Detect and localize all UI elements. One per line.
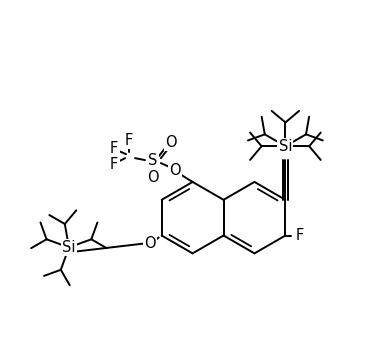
Text: O: O <box>147 170 159 186</box>
Text: Si: Si <box>62 240 76 255</box>
Text: F: F <box>125 133 133 148</box>
Text: O: O <box>144 236 156 251</box>
Text: F: F <box>110 141 118 156</box>
Text: F: F <box>295 228 303 243</box>
Text: Si: Si <box>279 139 292 154</box>
Text: O: O <box>169 162 180 177</box>
Text: O: O <box>165 135 177 150</box>
Text: F: F <box>110 156 118 172</box>
Text: S: S <box>148 153 158 168</box>
